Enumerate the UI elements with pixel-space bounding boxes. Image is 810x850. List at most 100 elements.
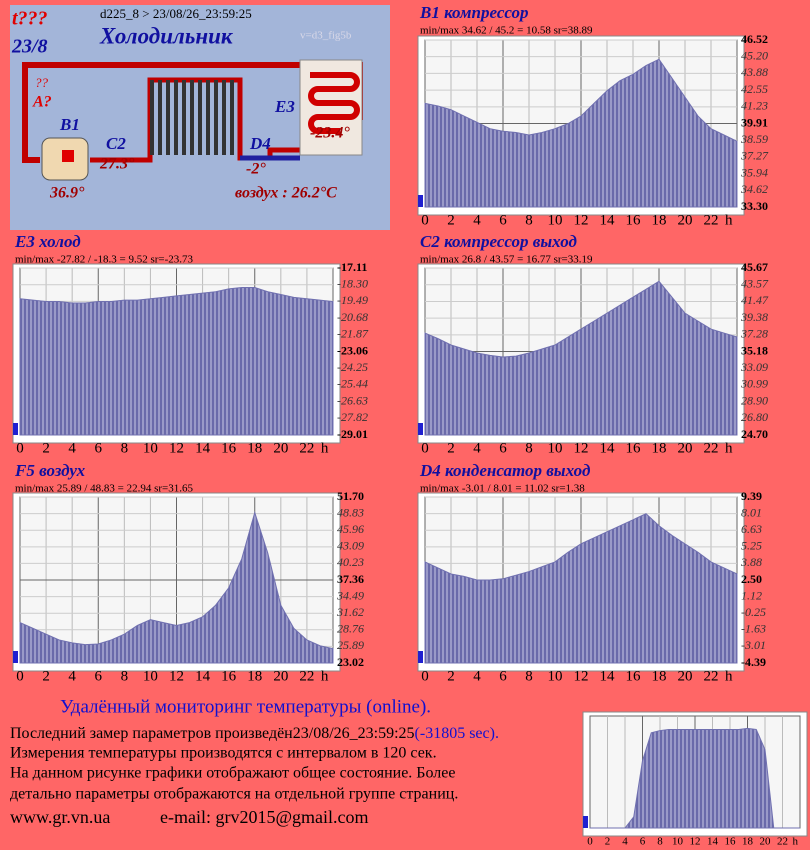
x-tick-label: 2	[605, 836, 611, 848]
y-tick-label: 45.20	[741, 48, 768, 62]
label: A?	[32, 94, 52, 111]
y-tick-label: -1.63	[741, 622, 766, 636]
x-unit: h	[321, 440, 329, 456]
y-tick-label: -4.39	[741, 655, 766, 669]
y-tick-label: 39.38	[740, 310, 768, 324]
status-marker	[418, 651, 423, 663]
y-tick-label: 38.59	[740, 132, 768, 146]
coil	[308, 72, 360, 134]
x-tick-label: 6	[499, 440, 507, 456]
temp: 27.3°	[99, 156, 135, 173]
x-tick-label: 18	[652, 440, 667, 456]
x-tick-label: 18	[247, 440, 262, 456]
status-marker	[418, 195, 423, 207]
y-tick-label: 43.88	[741, 65, 768, 79]
x-tick-label: 2	[447, 212, 455, 228]
y-tick-label: 48.83	[337, 505, 364, 519]
y-tick-label: 28.76	[337, 622, 364, 636]
x-tick-label: 2	[42, 440, 50, 456]
x-tick-label: 22	[299, 440, 314, 456]
chart: D4 конденсатор выход min/max -3.01 / 8.01…	[417, 461, 766, 684]
x-tick-label: 16	[626, 212, 642, 228]
footer-line: детально параметры отображаются на отдел…	[10, 786, 458, 803]
x-tick-label: 22	[704, 440, 719, 456]
status-marker	[583, 816, 588, 828]
y-tick-label: 34.62	[740, 182, 768, 196]
x-tick-label: 16	[626, 440, 642, 456]
x-tick-label: 0	[16, 440, 24, 456]
y-tick-label: -27.82	[337, 410, 368, 424]
y-tick-label: 34.49	[336, 588, 364, 602]
x-tick-label: 22	[704, 668, 719, 684]
label: E3	[274, 97, 295, 116]
x-tick-label: 8	[121, 668, 129, 684]
chart-stats: min/max 34.62 / 45.2 = 10.58 sr=38.89	[420, 25, 593, 37]
compressor-core	[62, 150, 74, 162]
footer-heading: Удалённый мониторинг температуры (online…	[60, 696, 431, 717]
y-tick-label: 8.01	[741, 505, 762, 519]
footer-line: На данном рисунке графики отображают общ…	[10, 765, 455, 782]
chart-stats: min/max 26.8 / 43.57 = 16.77 sr=33.19	[420, 254, 593, 266]
y-tick-label: 31.62	[336, 605, 364, 619]
x-tick-label: 14	[707, 836, 719, 848]
y-tick-label: -25.44	[337, 377, 368, 391]
y-tick-label: 2.50	[741, 572, 762, 586]
x-tick-label: 22	[777, 836, 788, 848]
x-tick-label: 14	[600, 668, 616, 684]
y-tick-label: -17.11	[337, 260, 367, 274]
status-marker	[418, 423, 423, 435]
x-tick-label: 8	[525, 212, 533, 228]
y-tick-label: 46.52	[741, 32, 768, 46]
chart-stats: min/max 25.89 / 48.83 = 22.94 sr=31.65	[15, 483, 194, 495]
x-tick-label: 20	[678, 440, 693, 456]
version: v=d3_fig5b	[300, 30, 352, 42]
x-tick-label: 10	[548, 440, 563, 456]
label: B1	[59, 115, 80, 134]
x-tick-label: 22	[704, 212, 719, 228]
x-tick-label: 16	[725, 836, 737, 848]
y-tick-label: -18.30	[337, 276, 368, 290]
diagram: t??? 23/8 d225_8 > 23/08/26_23:59:25 Хол…	[10, 5, 390, 230]
y-tick-label: -26.63	[337, 393, 368, 407]
x-tick-label: 0	[421, 440, 429, 456]
date: 23/8	[11, 36, 48, 58]
diagram-title: Холодильник	[99, 23, 234, 48]
chart-title: C2 компрессор выход	[420, 232, 577, 251]
x-tick-label: 14	[600, 440, 616, 456]
x-tick-label: 12	[169, 440, 184, 456]
status-marker	[13, 651, 18, 663]
x-tick-label: 2	[447, 440, 455, 456]
x-unit: h	[725, 212, 733, 228]
y-tick-label: -29.01	[337, 427, 368, 441]
y-tick-label: 3.88	[740, 555, 762, 569]
y-tick-label: 35.94	[740, 165, 768, 179]
x-tick-label: 12	[169, 668, 184, 684]
x-tick-label: 0	[587, 836, 593, 848]
x-tick-label: 12	[574, 440, 589, 456]
email-link[interactable]: e-mail: grv2015@gmail.com	[160, 807, 369, 827]
x-tick-label: 18	[652, 212, 667, 228]
x-tick-label: 2	[42, 668, 50, 684]
chart-title: D4 конденсатор выход	[419, 461, 591, 480]
y-tick-label: 37.27	[740, 149, 769, 163]
chart: C2 компрессор выход min/max 26.8 / 43.57 …	[417, 232, 769, 456]
y-tick-label: -21.87	[337, 327, 369, 341]
ago: (-31805 sec).	[415, 725, 499, 742]
y-tick-label: 41.47	[741, 293, 769, 307]
x-tick-label: 18	[247, 668, 262, 684]
x-tick-label: 4	[68, 668, 76, 684]
x-unit: h	[321, 668, 329, 684]
y-tick-label: 45.96	[337, 522, 364, 536]
y-tick-label: 25.89	[337, 638, 364, 652]
x-tick-label: 10	[143, 668, 158, 684]
footer-line: Последний замер параметров произведён23/…	[10, 725, 499, 742]
temp: 36.9°	[49, 185, 85, 202]
area	[424, 280, 738, 436]
y-tick-label: 5.25	[741, 539, 762, 553]
y-tick-label: -20.68	[337, 310, 368, 324]
y-tick-label: 43.09	[337, 539, 364, 553]
y-tick-label: 45.67	[741, 260, 768, 274]
x-tick-label: 16	[221, 440, 237, 456]
site-link[interactable]: www.gr.vn.ua	[10, 807, 110, 827]
